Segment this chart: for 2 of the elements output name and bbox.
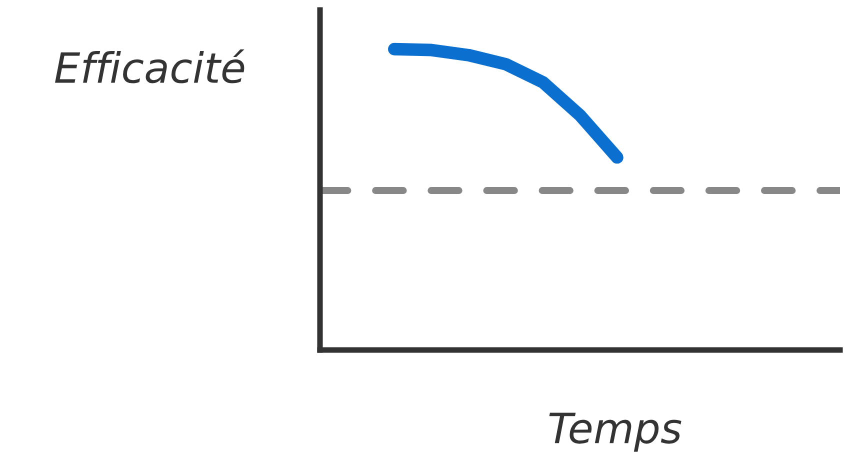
y-axis-title: Efficacité bbox=[55, 49, 244, 84]
x-axis-title: Temps bbox=[549, 412, 682, 452]
